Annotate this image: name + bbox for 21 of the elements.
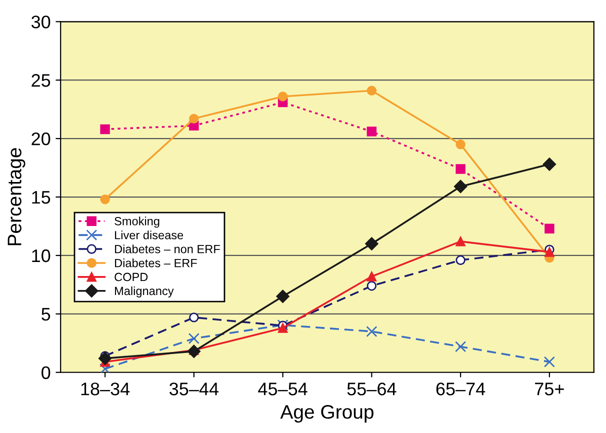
y-tick-label: 0 <box>42 366 50 380</box>
x-tick-label: 75+ <box>535 382 564 396</box>
legend-label: Diabetes – non ERF <box>115 244 220 254</box>
y-axis-title: Percentage <box>8 148 26 246</box>
legend-label: Diabetes – ERF <box>115 258 197 268</box>
y-tick-label: 20 <box>32 132 50 146</box>
x-tick-label: 35–44 <box>170 382 218 396</box>
y-tick-label: 30 <box>31 16 50 28</box>
x-tick-label: 55–64 <box>347 382 396 396</box>
legend-label: Liver disease <box>115 230 184 240</box>
y-tick-label: 10 <box>32 249 50 262</box>
legend-label: COPD <box>114 272 148 282</box>
x-axis-title: Age Group <box>280 405 374 423</box>
y-tick-label: 25 <box>32 74 50 87</box>
x-tick-label: 18–34 <box>81 382 130 396</box>
y-tick-label: 15 <box>32 191 50 204</box>
y-tick-label: 5 <box>42 308 50 321</box>
legend-label: Malignancy <box>115 286 174 298</box>
x-tick-label: 45–54 <box>258 382 308 396</box>
legend-label: Smoking <box>114 216 160 228</box>
x-tick-label: 65–74 <box>436 382 486 396</box>
